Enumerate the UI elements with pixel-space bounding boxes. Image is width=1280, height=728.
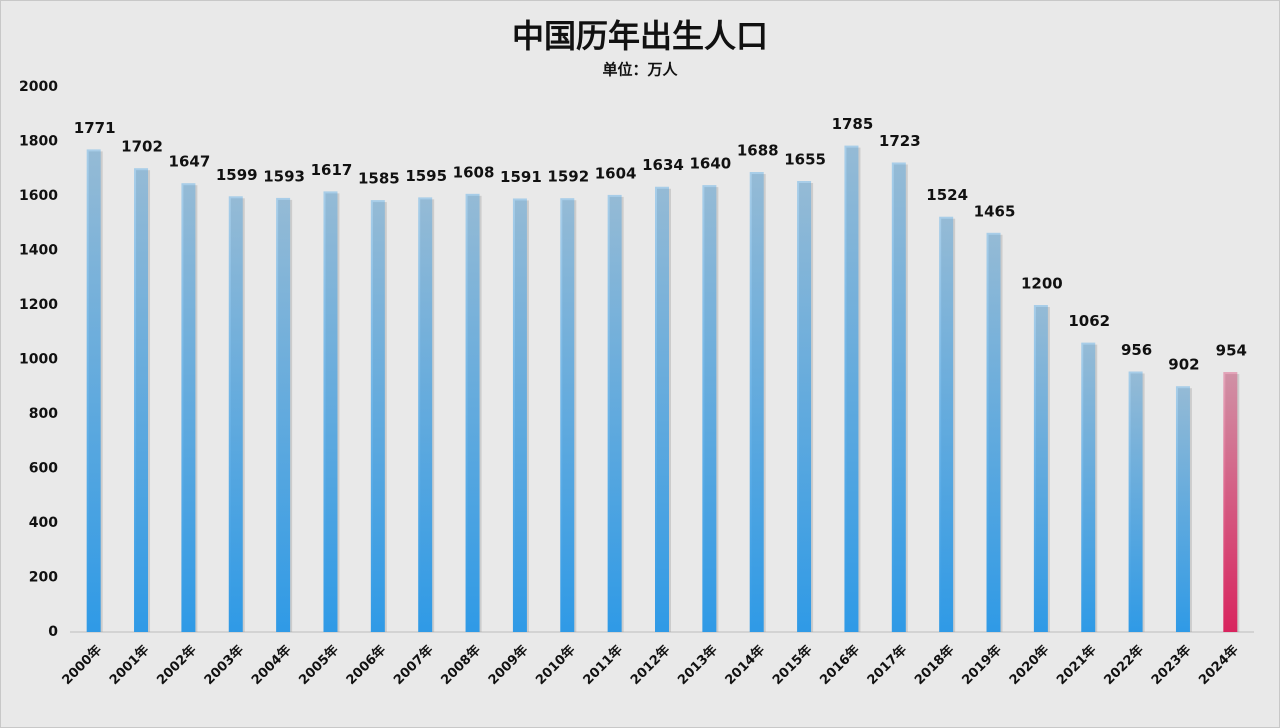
bar [1081, 342, 1096, 632]
y-tick-label: 400 [29, 515, 58, 531]
bar [607, 194, 622, 632]
bar [1128, 371, 1143, 632]
data-label: 1524 [926, 186, 968, 204]
bar [986, 232, 1001, 632]
data-label: 1604 [595, 164, 637, 182]
data-label: 1702 [121, 138, 163, 156]
bar [181, 183, 196, 632]
bar [891, 162, 906, 633]
bar [749, 172, 764, 632]
data-label: 1647 [169, 153, 211, 171]
bar [1223, 372, 1238, 632]
bar [418, 197, 433, 633]
y-tick-label: 1800 [19, 134, 58, 150]
data-label: 954 [1216, 342, 1247, 360]
bar [844, 145, 859, 632]
data-label: 1634 [642, 156, 684, 174]
data-label: 1688 [737, 142, 779, 160]
data-label: 1592 [547, 168, 589, 186]
data-label: 902 [1168, 356, 1199, 374]
chart-subtitle: 单位：万人 [602, 61, 678, 79]
data-label: 1617 [311, 161, 353, 179]
data-label: 1062 [1068, 312, 1110, 330]
data-label: 1640 [689, 155, 731, 173]
y-tick-label: 800 [29, 406, 58, 422]
data-label: 1608 [453, 163, 495, 181]
chart-title: 中国历年出生人口 [512, 17, 768, 55]
y-tick-label: 1600 [19, 188, 58, 204]
bar [939, 216, 954, 632]
y-tick-label: 1000 [19, 352, 58, 368]
data-label: 956 [1121, 341, 1152, 359]
bar [1033, 305, 1048, 632]
data-label: 1585 [358, 170, 400, 188]
y-tick-label: 2000 [19, 79, 58, 95]
bar [276, 197, 291, 632]
y-tick-label: 1200 [19, 297, 58, 313]
data-label: 1785 [832, 115, 874, 133]
bar [560, 198, 575, 632]
bar [228, 196, 243, 632]
bar [797, 181, 812, 632]
data-label: 1655 [784, 151, 826, 169]
bar [512, 198, 527, 632]
data-label: 1593 [263, 167, 305, 185]
data-label: 1591 [500, 168, 542, 186]
bar [465, 193, 480, 632]
bar [370, 200, 385, 632]
data-label: 1771 [74, 119, 116, 137]
bar [655, 186, 669, 633]
data-label: 1599 [216, 166, 258, 184]
y-tick-label: 0 [48, 624, 58, 640]
bar [86, 149, 101, 632]
data-label: 1723 [879, 132, 921, 150]
y-tick-label: 200 [29, 570, 58, 586]
y-tick-label: 600 [29, 461, 58, 477]
data-label: 1465 [974, 202, 1016, 220]
bar [702, 185, 717, 632]
bar [323, 191, 338, 632]
bar [1175, 386, 1190, 632]
data-label: 1595 [405, 167, 447, 185]
data-label: 1200 [1021, 275, 1063, 293]
bar [134, 168, 149, 632]
y-tick-label: 1400 [19, 243, 58, 259]
